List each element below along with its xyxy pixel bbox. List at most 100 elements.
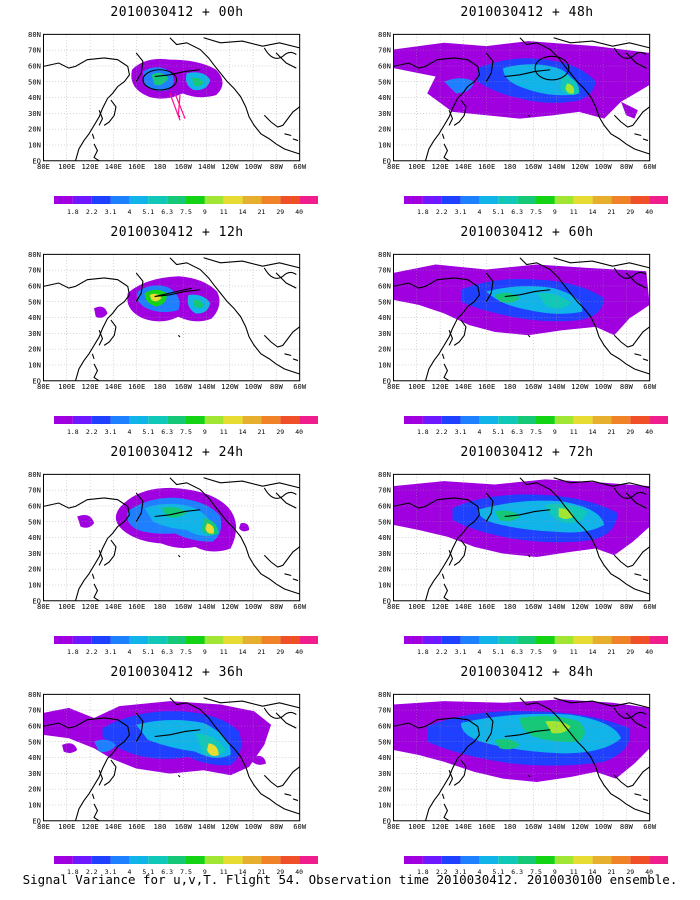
colorbar-level: 4 <box>477 868 481 876</box>
colorbar-level: 6.3 <box>161 868 173 876</box>
lon-label: 80E <box>387 822 400 831</box>
colorbar-swatch <box>54 416 73 424</box>
lat-label: 80N <box>28 251 41 259</box>
lon-label: 120E <box>431 162 448 171</box>
shaded-region <box>503 64 575 96</box>
colorbar-swatch <box>299 856 318 864</box>
lon-label: 160W <box>525 822 543 831</box>
colorbar-level: 9 <box>553 868 557 876</box>
colorbar-level: 4 <box>127 868 131 876</box>
panel-title: 2010030412 + 36h <box>110 665 244 680</box>
colorbar-level: 7.5 <box>180 868 192 876</box>
lat-label: EQ <box>382 816 391 825</box>
lat-label: 80N <box>378 31 391 39</box>
colorbar-level: 6.3 <box>511 428 523 436</box>
colorbar-level: 29 <box>626 428 634 436</box>
colorbar-level: 6.3 <box>161 428 173 436</box>
colorbar-level: 40 <box>645 868 653 876</box>
colorbar-level: 4 <box>127 428 131 436</box>
colorbar-swatch <box>554 196 574 204</box>
lon-label: 80E <box>37 162 50 171</box>
colorbar-level: 2.2 <box>436 868 448 876</box>
colorbar-swatch <box>554 636 574 644</box>
lon-label: 180 <box>503 822 516 831</box>
colorbar-swatch <box>186 636 205 644</box>
colorbar-swatch <box>148 636 168 644</box>
colorbar-swatch <box>223 196 243 204</box>
shaded-region <box>191 77 204 87</box>
lon-label: 120W <box>221 382 239 391</box>
lat-label: 80N <box>28 471 41 479</box>
lat-label: 70N <box>28 46 41 55</box>
lat-label: 50N <box>378 77 391 86</box>
map-panel-p00: 2010030412 + 00h 80N 70N 60N 50N 40N 30N 20N 10N… <box>12 5 342 220</box>
lat-label: 10N <box>378 581 391 590</box>
lon-label: 140W <box>198 822 216 831</box>
colorbar-level: 2.2 <box>86 428 98 436</box>
lon-label: 180 <box>153 602 166 611</box>
colorbar-level: 40 <box>645 648 653 656</box>
colorbar-level: 4 <box>477 428 481 436</box>
lat-label: 10N <box>378 141 391 150</box>
colorbar-swatch <box>611 856 631 864</box>
lon-label: 160E <box>128 822 145 831</box>
lat-label: 70N <box>378 46 391 55</box>
lat-label: 60N <box>378 722 391 731</box>
colorbar-swatch <box>72 636 92 644</box>
colorbar-swatch <box>242 416 262 424</box>
colorbar-swatch <box>536 416 555 424</box>
colorbar-level: 1.8 <box>67 428 79 436</box>
colorbar-level: 3.1 <box>455 208 467 216</box>
panel-title: 2010030412 + 24h <box>110 445 244 460</box>
lon-label: 140W <box>548 382 566 391</box>
panel-title: 2010030412 + 12h <box>110 225 244 240</box>
lat-label: 40N <box>28 313 41 322</box>
colorbar-level: 40 <box>645 208 653 216</box>
colorbar-swatch <box>129 636 149 644</box>
lat-label: 50N <box>28 297 41 306</box>
lon-label: 80E <box>387 602 400 611</box>
colorbar-swatch <box>204 856 224 864</box>
colorbar-swatch <box>72 416 92 424</box>
colorbar-level: 5.1 <box>142 428 154 436</box>
colorbar-level: 11 <box>220 868 228 876</box>
colorbar-level: 1.8 <box>417 868 429 876</box>
colorbar-level: 21 <box>258 868 266 876</box>
lat-label: 50N <box>378 737 391 746</box>
colorbar-swatch <box>441 416 461 424</box>
shaded-region <box>94 306 108 318</box>
colorbar-swatch <box>536 196 555 204</box>
lat-label: 70N <box>28 706 41 715</box>
lat-label: 60N <box>28 722 41 731</box>
lon-label: 160E <box>478 822 495 831</box>
colorbar-level: 4 <box>127 208 131 216</box>
lon-label: 100W <box>244 162 262 171</box>
colorbar-swatch <box>498 196 518 204</box>
colorbar-swatch <box>280 856 300 864</box>
lon-label: 140E <box>455 822 472 831</box>
lon-label: 120W <box>571 162 589 171</box>
lat-label: 70N <box>378 486 391 495</box>
colorbar-swatch <box>498 856 518 864</box>
lon-label: 60W <box>293 822 307 831</box>
colorbar-swatch <box>630 416 650 424</box>
lon-label: 100E <box>408 382 425 391</box>
lat-label: 30N <box>28 109 41 118</box>
lat-label: EQ <box>382 156 391 165</box>
colorbar-swatch <box>280 196 300 204</box>
colorbar-level: 1.8 <box>67 648 79 656</box>
colorbar-level: 4 <box>127 648 131 656</box>
shaded-region <box>62 743 78 754</box>
colorbar-level: 9 <box>553 428 557 436</box>
colorbar-swatch <box>479 416 499 424</box>
colorbar-level: 2.2 <box>436 648 448 656</box>
colorbar-swatch <box>280 636 300 644</box>
colorbar-swatch <box>573 856 593 864</box>
colorbar-level: 7.5 <box>530 868 542 876</box>
colorbar-swatch <box>148 856 168 864</box>
lat-label: 40N <box>378 533 391 542</box>
